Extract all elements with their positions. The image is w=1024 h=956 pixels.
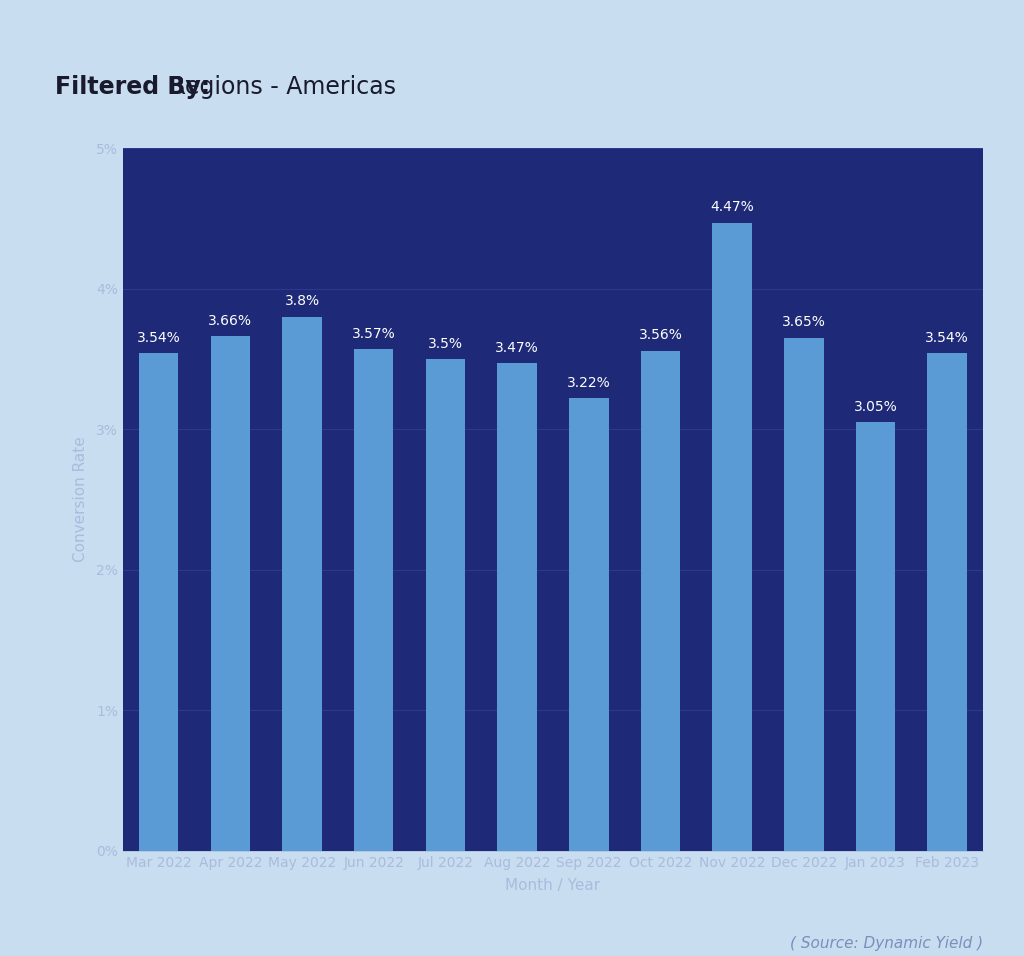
Text: 3.66%: 3.66% (209, 315, 252, 328)
Bar (283, 316, 322, 851)
Text: 3.47%: 3.47% (496, 340, 539, 355)
Text: 3.5%: 3.5% (428, 337, 463, 351)
Text: Filtered By:: Filtered By: (55, 75, 210, 99)
Text: 3.54%: 3.54% (137, 331, 180, 345)
Text: 3.8%: 3.8% (285, 294, 319, 309)
Bar (211, 337, 250, 851)
Text: 3.56%: 3.56% (639, 328, 682, 342)
Bar (498, 363, 537, 851)
Bar (713, 223, 752, 851)
Bar (856, 423, 895, 851)
Bar (784, 337, 823, 851)
Bar (426, 359, 465, 851)
Bar (641, 351, 680, 851)
Bar (139, 354, 178, 851)
Text: 3.65%: 3.65% (782, 315, 825, 330)
Text: 3.57%: 3.57% (352, 327, 395, 340)
Text: Regions - Americas: Regions - Americas (162, 75, 396, 99)
Bar (569, 399, 608, 851)
Bar (354, 349, 393, 851)
Text: ( Source: Dynamic Yield ): ( Source: Dynamic Yield ) (790, 936, 983, 951)
Text: 3.54%: 3.54% (926, 331, 969, 345)
Bar (928, 354, 967, 851)
Y-axis label: Conversion Rate: Conversion Rate (73, 437, 88, 562)
Text: 4.47%: 4.47% (711, 200, 754, 214)
X-axis label: Month / Year: Month / Year (506, 878, 600, 893)
Text: 3.22%: 3.22% (567, 376, 610, 390)
Text: 3.05%: 3.05% (854, 400, 897, 414)
